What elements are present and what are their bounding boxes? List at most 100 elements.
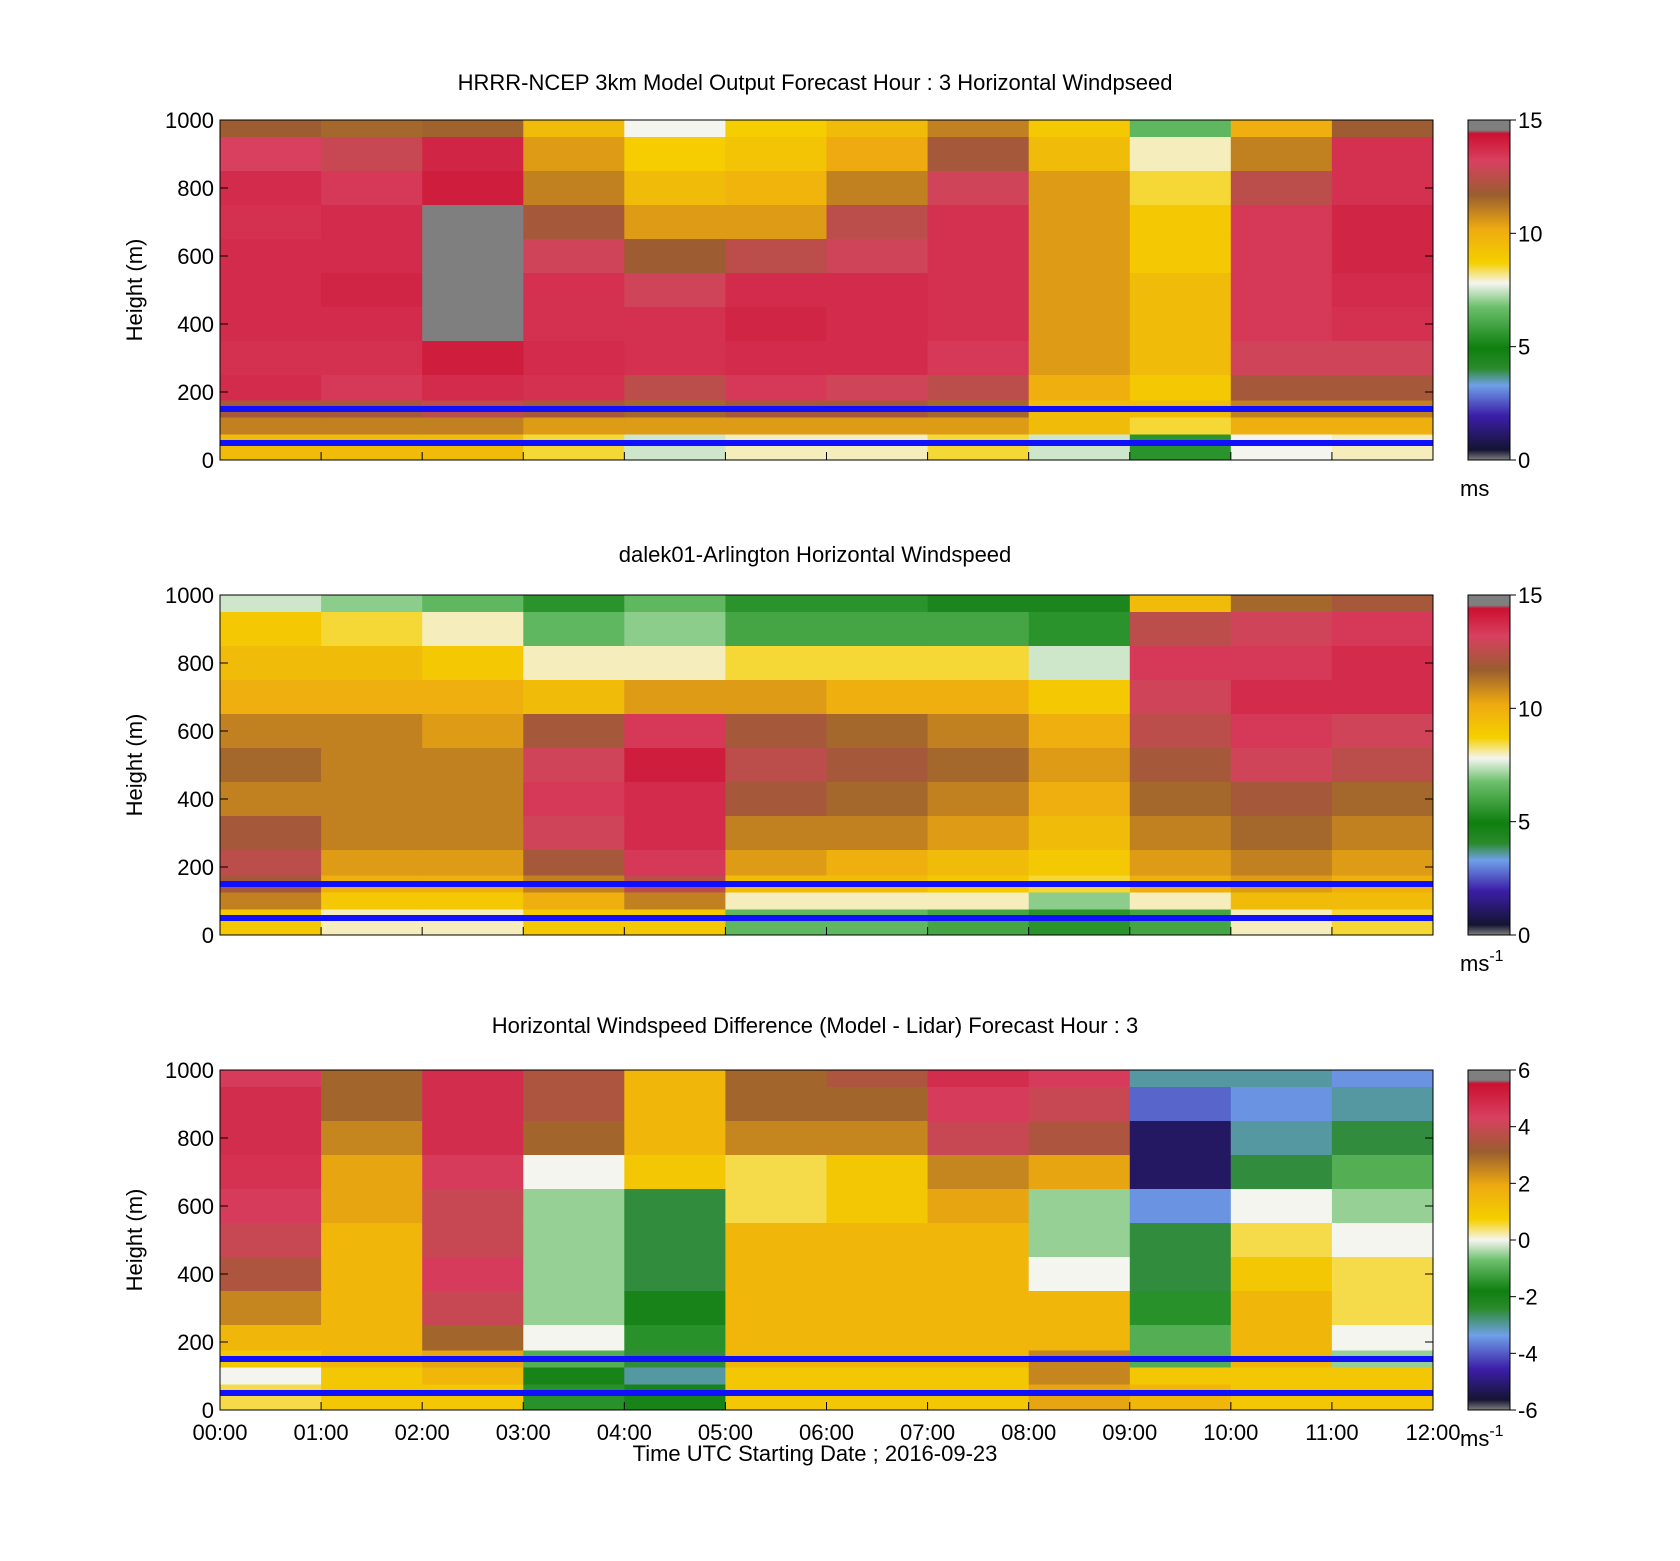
heatmap-cell xyxy=(1230,612,1333,647)
heatmap-cell xyxy=(523,1223,625,1258)
heatmap-cell xyxy=(624,171,726,206)
heatmap-cell xyxy=(624,434,726,461)
heatmap-cell xyxy=(523,748,625,783)
heatmap-cell xyxy=(1331,909,1434,936)
y-tick-label: 200 xyxy=(177,380,214,405)
heatmap-cell xyxy=(1129,646,1232,681)
heatmap-cell xyxy=(523,171,625,206)
heatmap-cell xyxy=(1129,273,1232,308)
heatmap-cell xyxy=(1028,417,1131,435)
heatmap-cell xyxy=(826,1367,929,1385)
heatmap-cell xyxy=(826,1189,929,1224)
heatmap-cell xyxy=(1331,714,1434,749)
heatmap-cell xyxy=(927,892,1030,910)
heatmap-cell xyxy=(1230,680,1333,715)
heatmap-cell xyxy=(927,680,1030,715)
heatmap-cell xyxy=(1230,646,1333,681)
x-tick-label: 12:00 xyxy=(1405,1420,1460,1445)
heatmap-cell xyxy=(826,1384,929,1411)
heatmap-cell xyxy=(321,307,423,342)
heatmap-cell xyxy=(1028,850,1131,876)
heatmap-cell xyxy=(1331,680,1434,715)
heatmap-cell xyxy=(826,816,929,851)
y-tick-label: 1000 xyxy=(165,108,214,133)
colorbar-tick-label: -4 xyxy=(1518,1341,1538,1366)
heatmap-cell xyxy=(1331,1189,1434,1224)
heatmap-cell xyxy=(220,137,322,172)
heatmap-cell xyxy=(826,205,929,240)
heatmap-cell xyxy=(1331,171,1434,206)
heatmap-cell xyxy=(523,816,625,851)
heatmap-cell xyxy=(1129,1325,1232,1351)
heatmap-cell xyxy=(523,1189,625,1224)
heatmap-cell xyxy=(927,137,1030,172)
heatmap-cell xyxy=(523,595,625,613)
y-tick-label: 400 xyxy=(177,787,214,812)
heatmap-cell xyxy=(321,646,423,681)
y-tick-label: 0 xyxy=(202,1398,214,1423)
heatmap-cell xyxy=(725,1257,827,1292)
heatmap-cell xyxy=(523,646,625,681)
y-tick-label: 400 xyxy=(177,312,214,337)
heatmap-cell xyxy=(725,137,827,172)
heatmap-cell xyxy=(1230,748,1333,783)
colorbar-tick-label: 10 xyxy=(1518,696,1542,721)
heatmap-cell xyxy=(1129,1257,1232,1292)
panel3-title: Horizontal Windspeed Difference (Model -… xyxy=(492,1013,1138,1038)
heatmap-cell xyxy=(927,434,1030,461)
heatmap-cell xyxy=(220,1367,322,1385)
heatmap-cell xyxy=(725,205,827,240)
heatmap-cell xyxy=(220,120,322,138)
heatmap-cell xyxy=(523,1155,625,1190)
heatmap-cell xyxy=(1129,1223,1232,1258)
heatmap-cell xyxy=(523,375,625,401)
heatmap-cell xyxy=(1028,680,1131,715)
colorbar-tick-label: 2 xyxy=(1518,1171,1530,1196)
heatmap-cell xyxy=(1230,341,1333,376)
heatmap-cell xyxy=(725,375,827,401)
heatmap-cell xyxy=(927,1155,1030,1190)
heatmap-cell xyxy=(725,850,827,876)
heatmap-cell xyxy=(1230,434,1333,461)
x-tick-label: 04:00 xyxy=(597,1420,652,1445)
heatmap-cell xyxy=(422,1087,524,1122)
heatmap-cell xyxy=(1331,417,1434,435)
heatmap-cell xyxy=(1331,120,1434,138)
heatmap-cell xyxy=(422,1367,524,1385)
y-tick-label: 0 xyxy=(202,923,214,948)
heatmap-cell xyxy=(1028,1384,1131,1411)
x-tick-label: 09:00 xyxy=(1102,1420,1157,1445)
heatmap-cell xyxy=(826,1223,929,1258)
heatmap-cell xyxy=(624,205,726,240)
heatmap-cell xyxy=(624,120,726,138)
heatmap-cell xyxy=(1028,375,1131,401)
heatmap-cell xyxy=(927,375,1030,401)
heatmap-cell xyxy=(523,850,625,876)
y-tick-label: 0 xyxy=(202,448,214,473)
colorbar xyxy=(1467,594,1511,936)
heatmap-cell xyxy=(624,714,726,749)
y-tick-label: 200 xyxy=(177,855,214,880)
heatmap-cell xyxy=(725,892,827,910)
colorbar-tick-label: 5 xyxy=(1518,335,1530,360)
heatmap-cell xyxy=(220,612,322,647)
heatmap-cell xyxy=(927,1325,1030,1351)
heatmap-cell xyxy=(422,1384,524,1411)
heatmap-cell xyxy=(826,120,929,138)
heatmap-cell xyxy=(422,417,524,435)
heatmap-cell xyxy=(523,205,625,240)
heatmap-cell xyxy=(1028,612,1131,647)
heatmap-cell xyxy=(1331,1257,1434,1292)
heatmap-cell xyxy=(826,714,929,749)
heatmap-cell xyxy=(1230,1070,1333,1088)
heatmap-cell xyxy=(1129,748,1232,783)
heatmap-cell xyxy=(1230,1189,1333,1224)
heatmap-cell xyxy=(1129,341,1232,376)
heatmap-cell xyxy=(826,417,929,435)
y-tick-label: 600 xyxy=(177,1194,214,1219)
heatmap-cell xyxy=(1028,273,1131,308)
colorbar-tick-label: 15 xyxy=(1518,583,1542,608)
heatmap-cell xyxy=(624,1087,726,1122)
heatmap-cell xyxy=(1230,1087,1333,1122)
heatmap-cell xyxy=(624,1223,726,1258)
